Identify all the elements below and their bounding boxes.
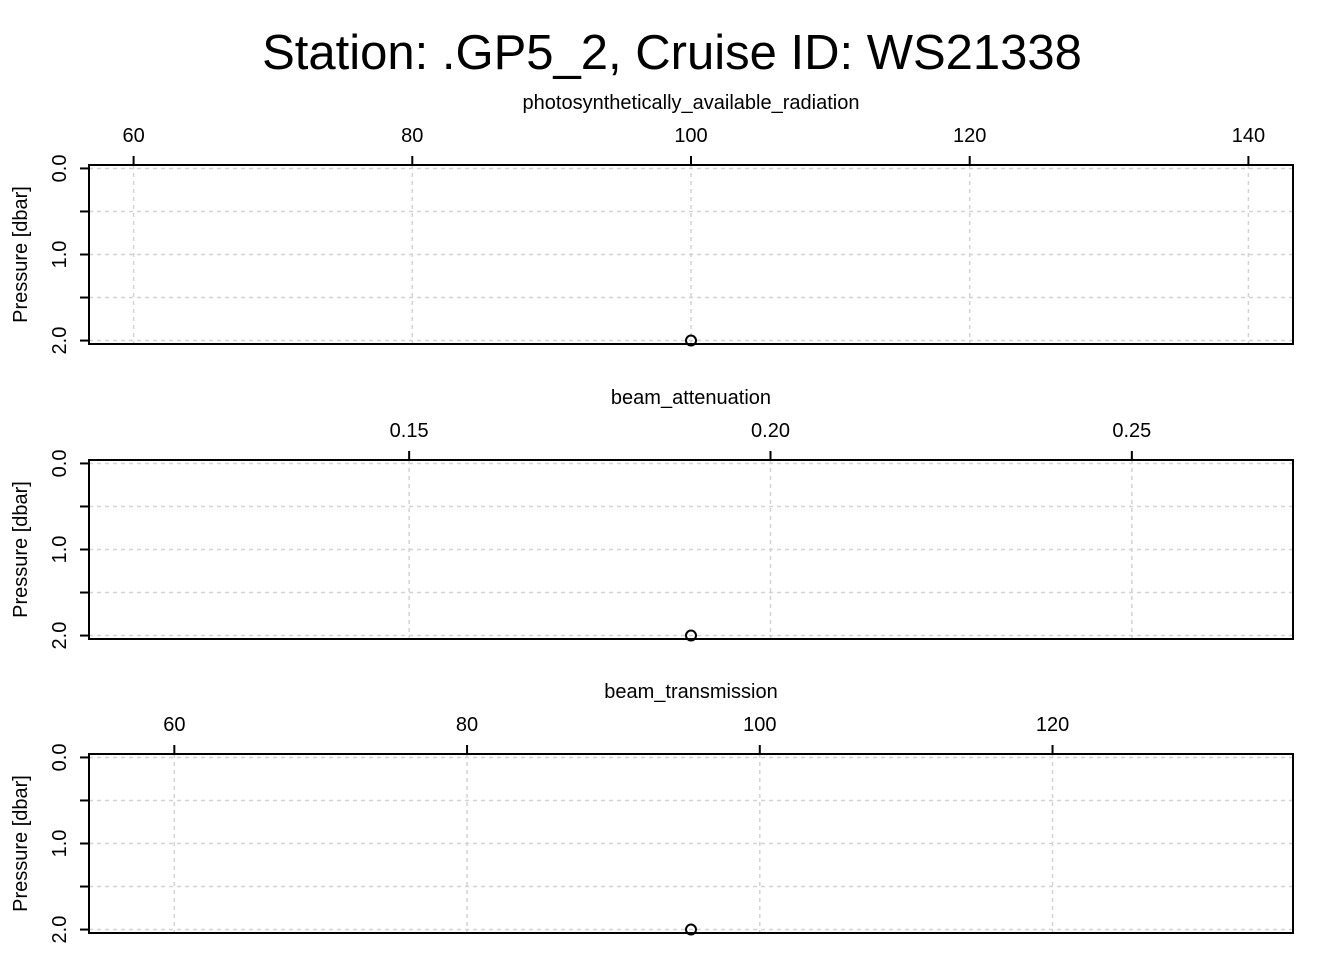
x-tick-label: 120	[953, 125, 986, 147]
y-tick-label: 0.0	[49, 155, 71, 183]
x-tick-label: 0.25	[1112, 420, 1151, 442]
data-point	[685, 334, 697, 347]
data-point	[685, 923, 697, 936]
y-axis-label: Pressure [dbar]	[10, 186, 32, 323]
y-tick-label: 0.0	[49, 744, 71, 772]
y-axis-label: Pressure [dbar]	[10, 481, 32, 618]
x-tick-label: 80	[401, 125, 423, 147]
x-tick-label: 60	[122, 125, 144, 147]
y-tick-label: 2.0	[49, 327, 71, 355]
x-tick-label: 100	[743, 714, 776, 736]
y-tick-label: 1.0	[49, 241, 71, 269]
x-axis-label: photosynthetically_available_radiation	[523, 92, 860, 114]
y-tick-label: 0.0	[49, 450, 71, 478]
x-tick-label: 140	[1232, 125, 1265, 147]
panels: 60 80 100 120 140 0.0 1.0 2.0 photosynthetically…	[10, 92, 1294, 944]
x-tick-label: 0.15	[390, 420, 429, 442]
panel-1: 60 80 100 120 140 0.0 1.0 2.0 photosynthetically…	[10, 92, 1294, 355]
y-tick-label: 2.0	[49, 916, 71, 944]
x-axis-label: beam_attenuation	[611, 387, 771, 409]
x-tick-label: 0.20	[751, 420, 790, 442]
panel-2: 0.15 0.20 0.25 0.0 1.0 2.0 beam_attenuation Pre…	[10, 387, 1294, 650]
y-tick-label: 1.0	[49, 536, 71, 564]
y-tick-label: 1.0	[49, 830, 71, 858]
y-tick-label: 2.0	[49, 622, 71, 650]
x-axis-label: beam_transmission	[604, 681, 777, 703]
x-tick-label: 80	[456, 714, 478, 736]
x-tick-label: 60	[163, 714, 185, 736]
panel-3: 60 80 100 120 0.0 1.0 2.0 beam_transmission Pres…	[10, 681, 1294, 944]
x-tick-label: 120	[1036, 714, 1069, 736]
x-tick-label: 100	[674, 125, 707, 147]
figure-title: Station: .GP5_2, Cruise ID: WS21338	[262, 26, 1082, 80]
data-point	[685, 629, 697, 642]
y-axis-label: Pressure [dbar]	[10, 775, 32, 912]
